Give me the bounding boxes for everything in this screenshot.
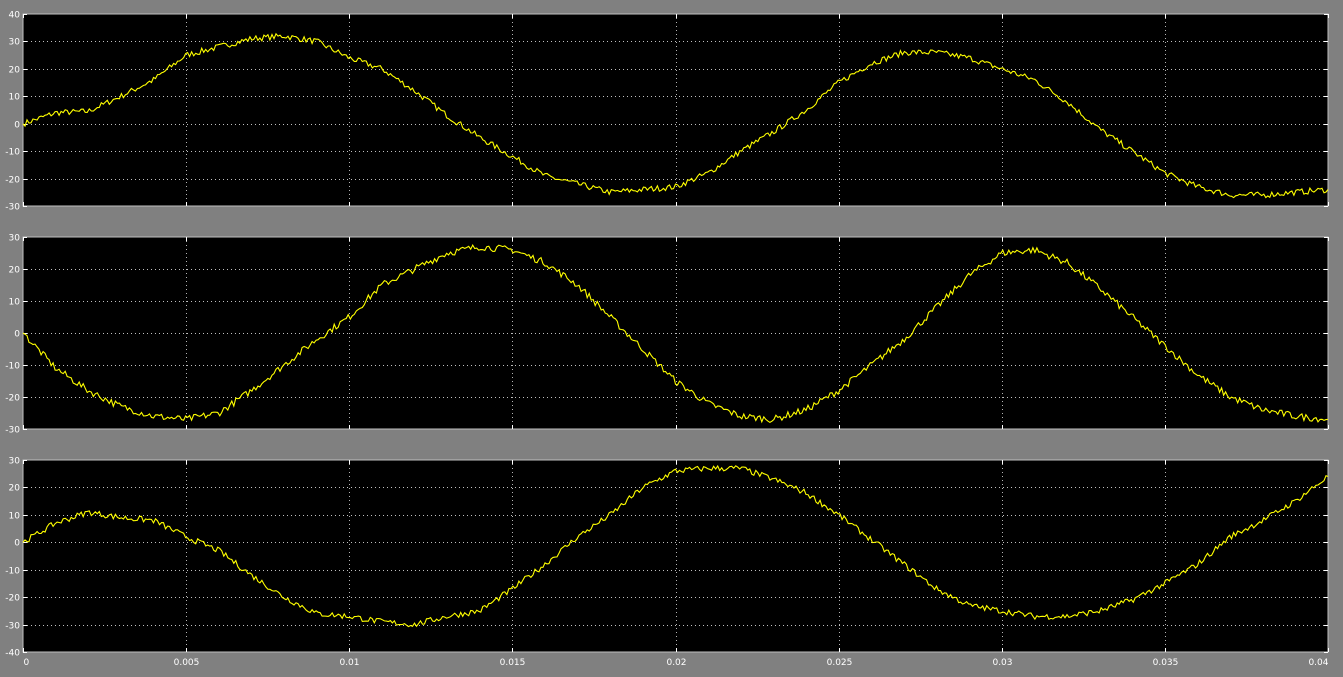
y-tick-label: 0 — [14, 330, 20, 340]
plot-area — [22, 236, 1329, 430]
y-tick-label: -40 — [5, 649, 20, 659]
y-tick-label: -20 — [5, 594, 20, 604]
plot-area — [22, 459, 1329, 653]
scope-axes-1: -30 -20 -10 0 10 20 30 40 — [5, 11, 1329, 213]
x-tick-label: 0.035 — [1153, 658, 1179, 668]
x-tick-label: 0.01 — [339, 658, 359, 668]
y-tick-label: -30 — [5, 426, 20, 436]
y-tick-label: 0 — [14, 539, 20, 549]
x-tick-label: 0.005 — [174, 658, 200, 668]
y-tick-label: 30 — [9, 234, 21, 244]
y-tick-label: -10 — [5, 148, 20, 158]
y-tick-label: -10 — [5, 567, 20, 577]
x-tick-label: 0.025 — [827, 658, 853, 668]
y-tick-label: 10 — [9, 298, 21, 308]
y-tick-label: 10 — [9, 93, 21, 103]
y-tick-label: -20 — [5, 394, 20, 404]
series-trace — [22, 464, 1329, 628]
y-tick-label: -10 — [5, 362, 20, 372]
y-tick-label: 30 — [9, 38, 21, 48]
plot-area — [22, 13, 1329, 207]
y-tick-label: 40 — [9, 11, 21, 21]
series-trace — [22, 32, 1329, 199]
x-tick-label: 0.015 — [500, 658, 526, 668]
scope-axes-2: -30 -20 -10 0 10 20 30 — [5, 234, 1329, 436]
series-trace — [22, 243, 1329, 424]
y-tick-label: 20 — [9, 66, 21, 76]
x-tick-label: 0.03 — [992, 658, 1012, 668]
y-tick-label: 30 — [9, 457, 21, 467]
y-tick-label: -30 — [5, 203, 20, 213]
y-tick-label: 20 — [9, 484, 21, 494]
scope-axes-3: 0 0.005 0.01 0.015 0.02 0.025 0.03 0.035 0.04 -40… — [5, 457, 1329, 668]
y-tick-label: -30 — [5, 622, 20, 632]
y-tick-label: 20 — [9, 266, 21, 276]
y-tick-label: 0 — [14, 121, 20, 131]
x-tick-label: 0 — [24, 658, 30, 668]
x-tick-label: 0.02 — [666, 658, 686, 668]
x-tick-label: 0.04 — [1308, 658, 1328, 668]
y-tick-label: -20 — [5, 176, 20, 186]
y-tick-label: 10 — [9, 512, 21, 522]
